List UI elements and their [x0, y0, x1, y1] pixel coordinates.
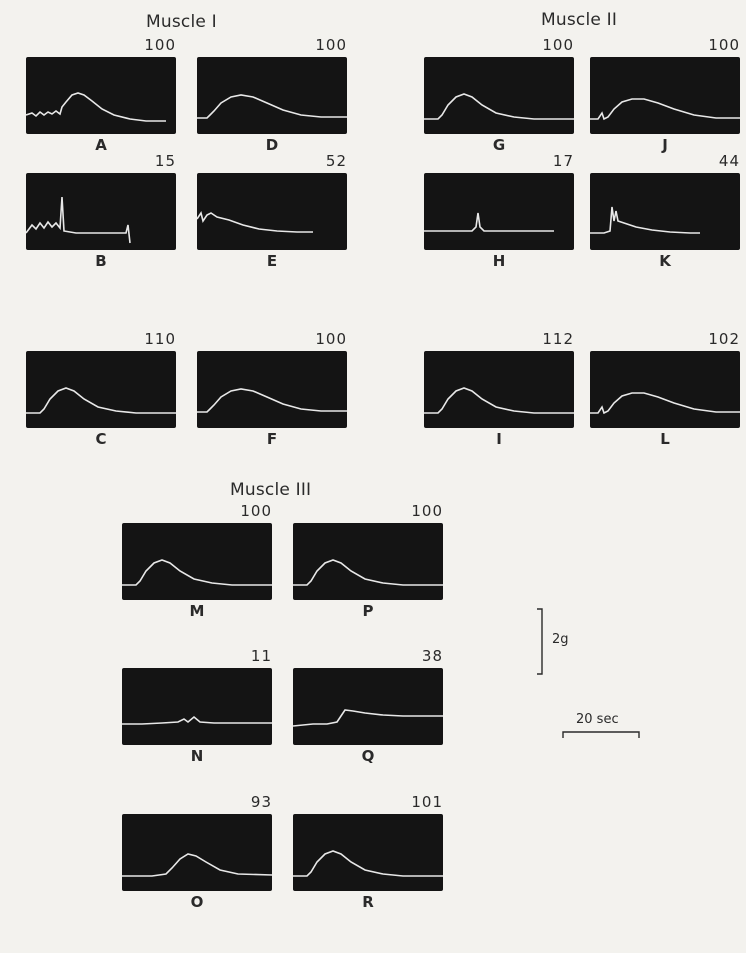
panel-D: 100 D: [197, 36, 347, 196]
trace-plot: [26, 351, 176, 428]
panel-A: 100 A: [26, 36, 176, 196]
trace-plot: [26, 57, 176, 134]
trace-plot: [590, 173, 740, 250]
panel-value: 100: [315, 36, 347, 54]
panel-M: 100 M: [122, 502, 272, 662]
trace-plot: [26, 173, 176, 250]
panel-value: 100: [144, 36, 176, 54]
panel-letter: E: [266, 252, 278, 270]
panel-letter: I: [496, 430, 502, 448]
panel-letter: L: [660, 430, 670, 448]
panel-value: 110: [144, 330, 176, 348]
panel-letter: P: [362, 602, 374, 620]
panel-K: 44 K: [590, 152, 740, 312]
panel-value: 100: [411, 502, 443, 520]
panel-letter: O: [190, 893, 204, 911]
panel-letter: A: [95, 136, 107, 154]
trace-line: [197, 211, 313, 233]
panel-letter: N: [190, 747, 204, 765]
trace-plot: [197, 57, 347, 134]
panel-letter: C: [95, 430, 107, 448]
trace-plot: [122, 523, 272, 600]
trace-line: [424, 212, 554, 232]
panel-value: 44: [718, 152, 740, 170]
group-title-muscle-3: Muscle III: [230, 480, 312, 500]
panel-letter: F: [266, 430, 278, 448]
panel-E: 52 E: [197, 152, 347, 312]
panel-R: 101 R: [293, 793, 443, 953]
panel-value: 52: [325, 152, 347, 170]
trace-plot: [424, 351, 574, 428]
panel-F: 100 F: [197, 330, 347, 490]
panel-value: 100: [542, 36, 574, 54]
force-scale-label: 2g: [552, 632, 569, 647]
panel-value: 102: [708, 330, 740, 348]
trace-line: [122, 559, 272, 586]
trace-line: [424, 387, 574, 414]
panel-letter: G: [492, 136, 506, 154]
trace-line: [26, 92, 166, 122]
panel-P: 100 P: [293, 502, 443, 662]
time-scale-label: 20 sec: [576, 712, 619, 727]
panel-H: 17 H: [424, 152, 574, 312]
trace-plot: [122, 814, 272, 891]
time-scale-bar: [562, 731, 640, 738]
panel-value: 17: [552, 152, 574, 170]
group-title-muscle-2: Muscle II: [541, 10, 618, 30]
panel-G: 100 G: [424, 36, 574, 196]
panel-value: 11: [250, 647, 272, 665]
panel-letter: Q: [361, 747, 375, 765]
trace-plot: [293, 814, 443, 891]
panel-value: 100: [315, 330, 347, 348]
trace-plot: [293, 668, 443, 745]
panel-letter: R: [362, 893, 374, 911]
panel-value: 38: [421, 647, 443, 665]
trace-plot: [424, 57, 574, 134]
panel-Q: 38 Q: [293, 647, 443, 807]
panel-value: 15: [154, 152, 176, 170]
panel-letter: B: [95, 252, 107, 270]
trace-plot: [197, 173, 347, 250]
panel-letter: M: [189, 602, 205, 620]
trace-line: [197, 388, 347, 413]
trace-line: [197, 94, 347, 119]
panel-letter: K: [659, 252, 671, 270]
trace-plot: [197, 351, 347, 428]
trace-line: [122, 715, 272, 725]
panel-N: 11 N: [122, 647, 272, 807]
panel-value: 101: [411, 793, 443, 811]
force-scale-bar: [537, 608, 543, 675]
trace-plot: [293, 523, 443, 600]
panel-B: 15 B: [26, 152, 176, 312]
trace-line: [293, 709, 443, 727]
trace-plot: [590, 351, 740, 428]
trace-line: [26, 196, 131, 244]
panel-C: 110 C: [26, 330, 176, 490]
trace-line: [590, 98, 740, 121]
panel-letter: H: [492, 252, 506, 270]
panel-J: 100 J: [590, 36, 740, 196]
trace-line: [424, 93, 574, 120]
trace-line: [590, 206, 700, 234]
trace-line: [293, 559, 443, 586]
panel-value: 93: [250, 793, 272, 811]
trace-plot: [122, 668, 272, 745]
trace-line: [590, 392, 740, 415]
panel-value: 112: [542, 330, 574, 348]
group-title-muscle-1: Muscle I: [146, 12, 217, 32]
panel-I: 112 I: [424, 330, 574, 490]
panel-L: 102 L: [590, 330, 740, 490]
trace-line: [26, 387, 176, 414]
trace-line: [122, 853, 272, 877]
trace-plot: [590, 57, 740, 134]
panel-value: 100: [708, 36, 740, 54]
panel-O: 93 O: [122, 793, 272, 953]
trace-line: [293, 850, 443, 877]
trace-plot: [424, 173, 574, 250]
panel-letter: D: [265, 136, 279, 154]
panel-letter: J: [662, 136, 668, 154]
panel-value: 100: [240, 502, 272, 520]
